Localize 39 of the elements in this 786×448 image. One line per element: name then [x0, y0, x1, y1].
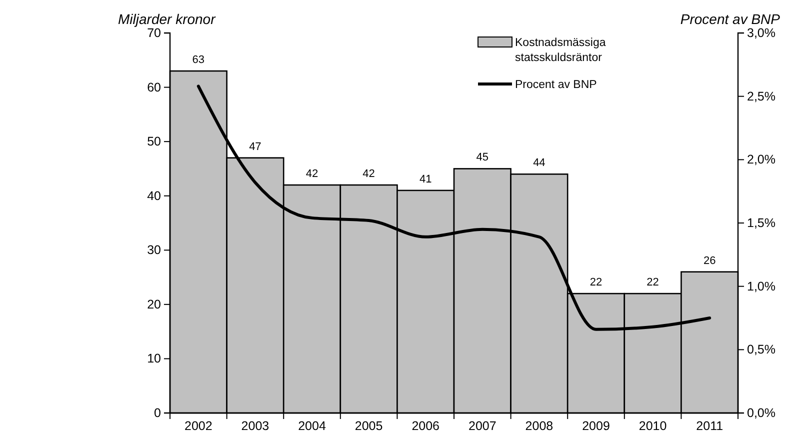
y-tick-label: 0 — [154, 406, 162, 420]
y2-tick-label: 0,0% — [747, 406, 776, 420]
y-tick-label: 10 — [147, 352, 162, 366]
x-tick-label: 2005 — [354, 418, 383, 433]
y2-tick-label: 1,0% — [747, 279, 776, 294]
data-label: 41 — [419, 173, 432, 186]
data-label: 44 — [533, 157, 546, 170]
data-label: 63 — [192, 54, 205, 66]
y-axis-title: Miljarder kronor — [118, 11, 217, 27]
data-label: 42 — [362, 168, 375, 180]
legend-label: Kostnadsmässiga statsskuldsräntor — [515, 37, 606, 64]
y2-axis-title: Procent av BNP — [680, 11, 781, 27]
data-label: 22 — [590, 276, 602, 289]
x-tick-label: 2006 — [412, 418, 440, 433]
x-tick-label: 2010 — [638, 418, 667, 433]
x-tick-label: 2003 — [241, 418, 270, 433]
y2-tick-label: 1,5% — [747, 216, 776, 230]
x-tick-label: 2011 — [696, 418, 724, 433]
x-tick-label: 2007 — [468, 418, 496, 433]
data-label: 26 — [703, 254, 716, 267]
legend-label: Procent av BNP — [515, 79, 598, 91]
y-tick-label: 70 — [147, 26, 162, 40]
x-tick-label: 2009 — [582, 418, 610, 433]
y-tick-label: 30 — [147, 243, 162, 258]
y2-tick-label: 3,0% — [747, 26, 776, 40]
y-tick-label: 50 — [147, 134, 162, 149]
y2-tick-label: 0,5% — [747, 342, 776, 357]
x-tick-label: 2008 — [525, 418, 554, 433]
y2-tick-label: 2,5% — [747, 89, 776, 104]
y-tick-label: 60 — [147, 80, 162, 94]
data-label: 45 — [476, 152, 489, 164]
y-tick-label: 40 — [147, 188, 162, 203]
y2-tick-label: 2,0% — [747, 152, 776, 167]
x-tick-label: 2004 — [298, 418, 326, 433]
data-label: 42 — [306, 168, 318, 180]
data-label: 47 — [249, 140, 262, 153]
data-label: 22 — [646, 276, 659, 289]
y-tick-label: 20 — [147, 297, 162, 312]
x-tick-label: 2002 — [184, 418, 212, 433]
